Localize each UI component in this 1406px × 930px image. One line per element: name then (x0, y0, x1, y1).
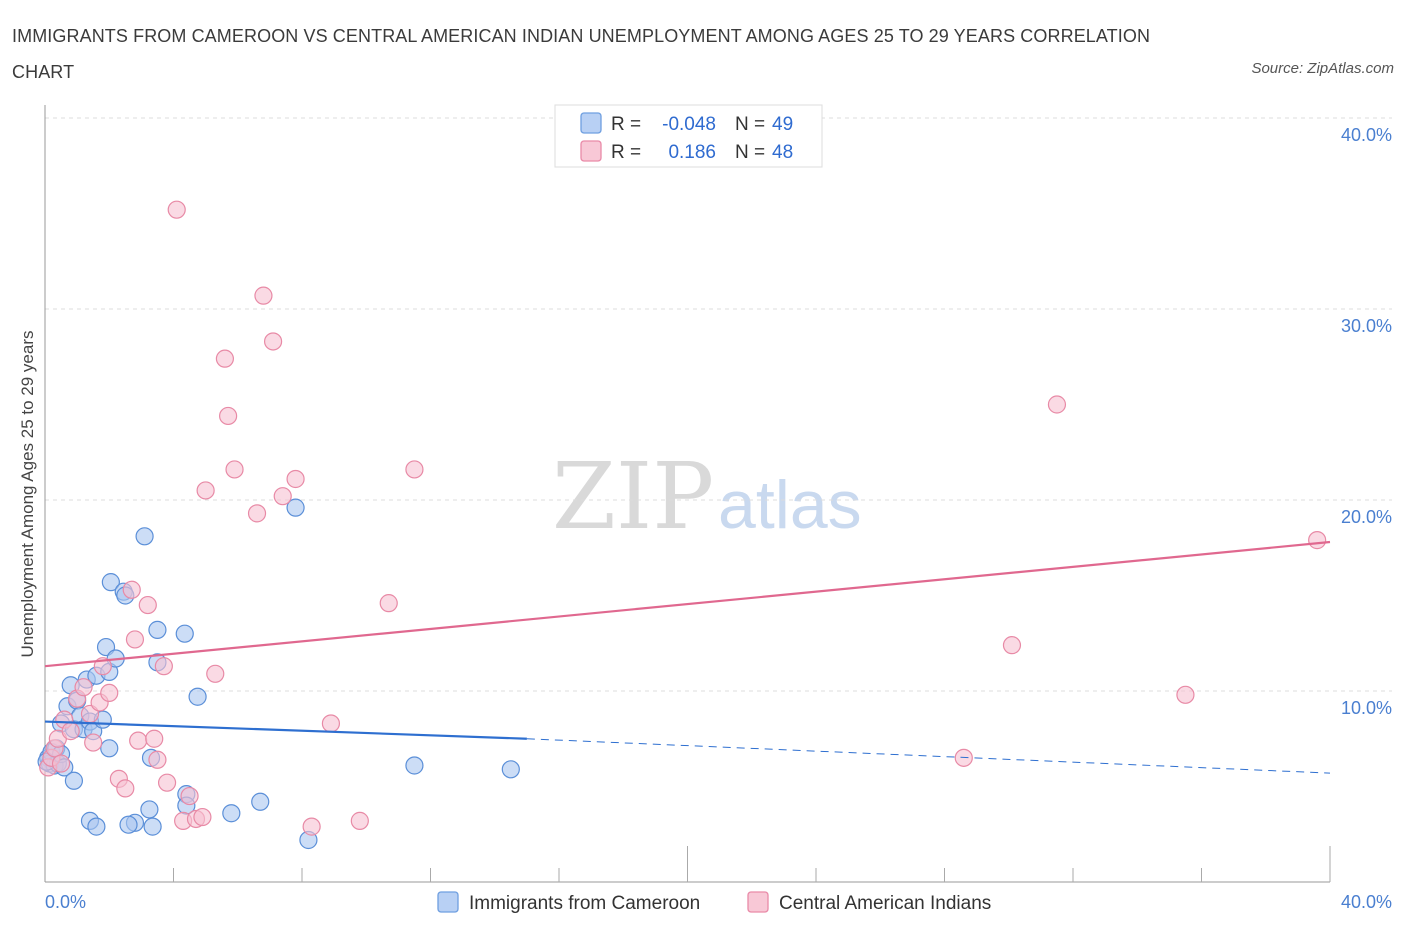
point-central-american (138, 595, 157, 615)
legend-n-label-cameroon: N = (735, 114, 765, 135)
bottom-legend-label-central-american: Central American Indians (779, 893, 991, 914)
trend-line-central-american (44, 540, 1331, 668)
y-tick-label: 30.0% (1341, 316, 1392, 336)
watermark-zip: ZIP (552, 443, 714, 550)
point-central-american (196, 481, 215, 500)
point-central-american (219, 406, 238, 426)
trend-line-cameroon-extrapolated (526, 738, 1331, 774)
legend-bottom: Immigrants from Cameroon Central America… (437, 891, 991, 914)
data-points (37, 200, 1327, 850)
point-central-american (247, 504, 267, 523)
point-cameroon (286, 498, 305, 517)
point-central-american (51, 754, 71, 773)
point-cameroon (135, 527, 154, 546)
point-central-american (225, 460, 244, 479)
y-tick-label: 40.0% (1341, 125, 1392, 145)
y-tick-label: 20.0% (1341, 507, 1392, 527)
point-cameroon (87, 817, 106, 836)
x-tick-labels: 0.0% 40.0% (45, 892, 1392, 912)
point-central-american (100, 683, 119, 703)
point-central-american (215, 349, 234, 368)
point-central-american (129, 731, 148, 750)
trend-lines (44, 540, 1331, 774)
y-tick-labels: 10.0% 20.0% 30.0% 40.0% (1341, 125, 1392, 718)
point-cameroon (251, 792, 270, 811)
point-central-american (350, 811, 369, 830)
point-central-american (116, 779, 135, 798)
legend-r-label-cameroon: R = (611, 114, 641, 135)
gridlines (45, 117, 1392, 692)
chart-title: IMMIGRANTS FROM CAMEROON VS CENTRAL AMER… (12, 26, 1151, 82)
point-central-american (1308, 531, 1327, 550)
point-cameroon (148, 620, 167, 639)
point-central-american (122, 580, 141, 599)
point-central-american (1002, 636, 1022, 655)
legend-n-label-central-american: N = (735, 142, 765, 163)
point-central-american (1176, 685, 1195, 704)
point-central-american (84, 733, 103, 752)
x-ticks (173, 846, 1331, 882)
point-central-american (193, 807, 212, 827)
bottom-legend-swatch-cameroon (437, 891, 459, 913)
x-tick-label: 0.0% (45, 892, 86, 912)
point-central-american (145, 729, 164, 748)
point-cameroon (143, 817, 162, 836)
source-credit: Source: ZipAtlas.com (1251, 60, 1394, 77)
point-cameroon (222, 804, 241, 823)
watermark-atlas: atlas (718, 467, 862, 543)
point-central-american (157, 773, 177, 792)
point-cameroon (100, 739, 119, 758)
point-cameroon (119, 815, 138, 834)
point-central-american (286, 469, 305, 489)
point-central-american (302, 817, 321, 836)
y-tick-label: 10.0% (1341, 698, 1392, 718)
point-cameroon (501, 760, 520, 779)
point-central-american (74, 678, 93, 697)
bottom-legend-swatch-central-american (747, 891, 769, 913)
point-central-american (254, 286, 273, 305)
point-central-american (148, 750, 167, 769)
point-cameroon (405, 756, 424, 775)
legend-n-value-central-american: 48 (772, 142, 793, 163)
legend-r-label-central-american: R = (611, 142, 641, 163)
bottom-legend-label-cameroon: Immigrants from Cameroon (469, 893, 700, 914)
legend-r-value-cameroon: -0.048 (662, 114, 716, 135)
point-central-american (206, 664, 225, 683)
point-cameroon (188, 687, 207, 706)
legend-swatch-cameroon (580, 112, 602, 134)
point-central-american (273, 487, 292, 506)
y-axis-label: Unemployment Among Ages 25 to 29 years (18, 331, 37, 658)
point-central-american (61, 722, 80, 741)
point-central-american (1047, 395, 1067, 414)
trend-line-cameroon (44, 720, 527, 740)
legend-top: R = -0.048 N = 49 R = 0.186 N = 48 (554, 104, 823, 168)
point-central-american (154, 657, 173, 676)
point-central-american (180, 786, 199, 806)
point-central-american (125, 630, 145, 649)
point-cameroon (175, 624, 194, 643)
legend-n-value-cameroon: 49 (772, 114, 793, 135)
x-tick-label: 40.0% (1341, 892, 1392, 912)
point-central-american (263, 332, 283, 351)
point-central-american (379, 594, 398, 613)
point-cameroon (101, 573, 120, 592)
point-central-american (167, 200, 186, 219)
point-cameroon (64, 771, 84, 790)
point-cameroon (140, 800, 159, 819)
legend-swatch-central-american (580, 140, 602, 162)
point-central-american (321, 714, 341, 733)
point-central-american (405, 460, 424, 479)
legend-r-value-central-american: 0.186 (668, 142, 716, 163)
